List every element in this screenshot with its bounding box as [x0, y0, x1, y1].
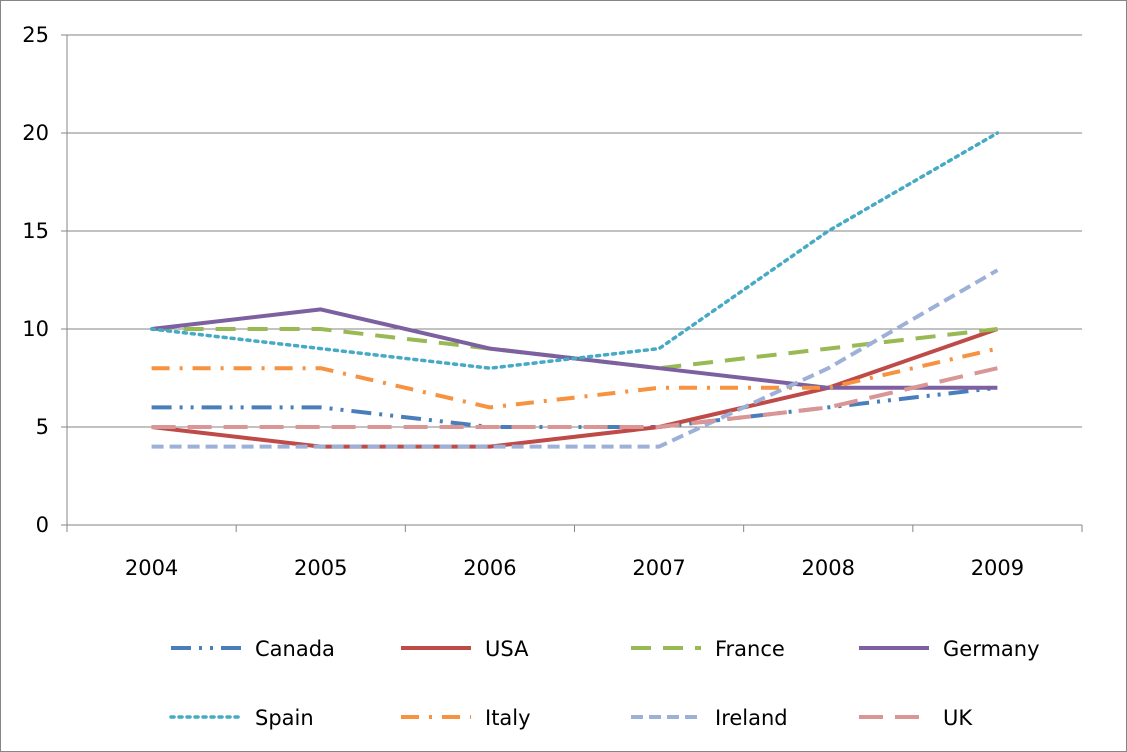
legend: Canada USA France Germany Spain Italy Ireland U…	[169, 637, 1040, 730]
y-tick-label: 20	[22, 121, 49, 145]
gridlines	[67, 34, 1082, 428]
x-tick-label: 2008	[802, 556, 855, 580]
x-tick-label: 2009	[971, 556, 1024, 580]
y-tick-label: 0	[36, 513, 49, 537]
series-line-ireland	[151, 268, 999, 449]
legend-label-france: France	[715, 637, 785, 661]
legend-label-usa: USA	[485, 637, 529, 661]
series-line-canada	[151, 385, 998, 429]
legend-label-spain: Spain	[255, 706, 314, 730]
series-line-italy	[151, 346, 998, 410]
axes: 0 5 10 15 20 25 2004 2005 2006 2007 2008 2009	[22, 23, 1083, 580]
series-line-uk	[151, 366, 998, 429]
y-tick-label: 25	[22, 23, 49, 47]
y-tick-label: 10	[22, 317, 49, 341]
legend-label-uk: UK	[943, 706, 973, 730]
legend-label-italy: Italy	[485, 706, 531, 730]
legend-label-germany: Germany	[943, 637, 1040, 661]
x-tick-label: 2006	[463, 556, 516, 580]
x-tick-label: 2005	[294, 556, 347, 580]
x-tick-label: 2004	[125, 556, 178, 580]
legend-label-ireland: Ireland	[715, 706, 788, 730]
y-tick-label: 5	[36, 415, 49, 439]
series-line-usa	[151, 327, 999, 449]
y-tick-label: 15	[22, 219, 49, 243]
series-lines	[149, 131, 1000, 449]
x-tick-label: 2007	[632, 556, 685, 580]
legend-label-canada: Canada	[255, 637, 335, 661]
series-line-france	[151, 327, 998, 371]
series-line-spain	[149, 131, 1000, 370]
